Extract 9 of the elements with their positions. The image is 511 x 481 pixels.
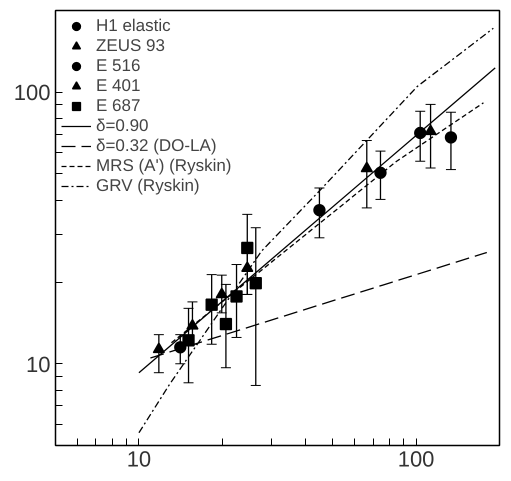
legend-label: H1 elastic [96, 16, 171, 36]
legend-label: GRV (Ryskin) [96, 176, 200, 196]
legend-label: ZEUS 93 [96, 36, 165, 56]
legend-label: E 401 [96, 76, 140, 96]
legend-label: δ=0.90 [96, 116, 148, 136]
legend-label: E 516 [96, 56, 140, 76]
legend-label: E 687 [96, 96, 140, 116]
legend-label: MRS (A') (Ryskin) [96, 156, 232, 176]
legend-label: δ=0.32 (DO-LA) [96, 136, 216, 156]
